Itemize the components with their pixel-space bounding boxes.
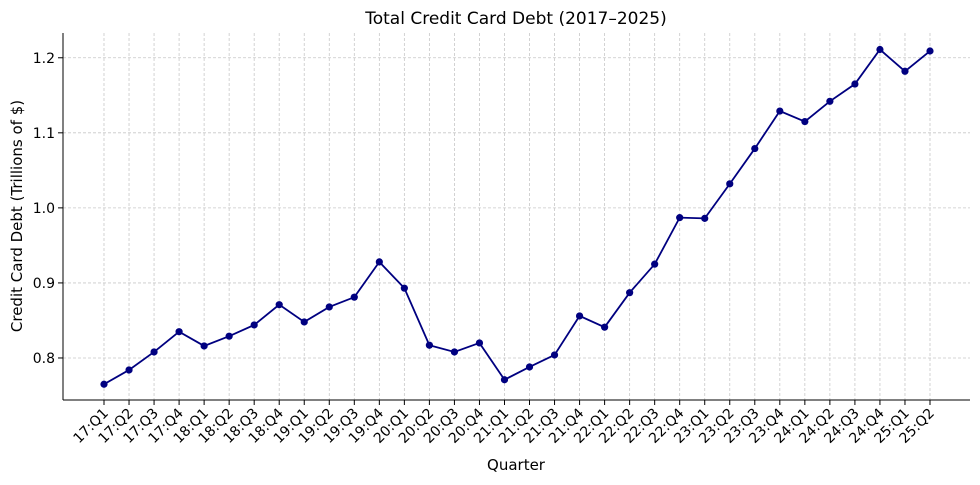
- point: [876, 45, 884, 54]
- x-axis-label: Quarter: [487, 456, 546, 474]
- point: [901, 67, 909, 75]
- point: [801, 117, 809, 126]
- y-tick-label: 0.9: [33, 276, 55, 292]
- y-tick-label: 1.0: [33, 201, 55, 217]
- point: [150, 348, 158, 356]
- point: [375, 258, 383, 266]
- line: [103, 48, 931, 386]
- point: [701, 214, 709, 222]
- point: [651, 260, 659, 268]
- point: [751, 144, 759, 153]
- point: [450, 348, 459, 356]
- point: [776, 107, 784, 115]
- point: [525, 363, 534, 371]
- point: [250, 321, 258, 329]
- point: [851, 80, 859, 88]
- point: [926, 47, 934, 55]
- point: [225, 332, 233, 340]
- point: [826, 97, 834, 105]
- y-tick-label: 1.2: [33, 51, 55, 67]
- point: [300, 318, 308, 326]
- y-tick-label: 1.1: [33, 126, 55, 142]
- point: [550, 351, 559, 359]
- point: [200, 342, 208, 350]
- point: [475, 339, 484, 347]
- y-tick-label: 0.8: [33, 351, 55, 367]
- point: [325, 303, 333, 311]
- point: [425, 341, 433, 349]
- point: [500, 376, 509, 384]
- chart-title: Total Credit Card Debt (2017–2025): [364, 9, 667, 29]
- y-axis-label: Credit Card Debt (Trillions of $): [8, 100, 26, 332]
- point: [350, 293, 358, 301]
- point: [726, 180, 734, 188]
- point: [626, 289, 634, 297]
- point: [575, 312, 584, 320]
- point: [676, 214, 684, 222]
- point: [400, 284, 408, 292]
- point: [275, 301, 283, 309]
- point: [125, 366, 133, 374]
- point: [100, 380, 108, 388]
- point: [601, 323, 609, 331]
- point: [175, 328, 183, 336]
